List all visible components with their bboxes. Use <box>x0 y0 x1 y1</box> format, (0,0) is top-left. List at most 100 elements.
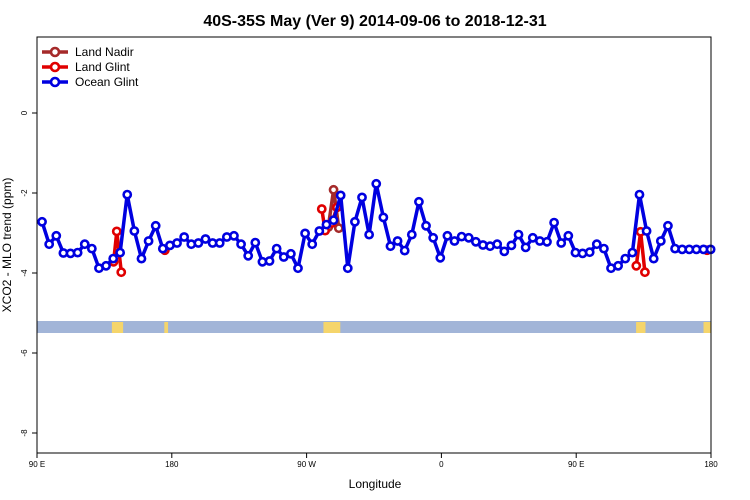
data-point <box>333 223 344 234</box>
data-point <box>627 247 638 258</box>
data-point <box>44 239 55 250</box>
data-point <box>556 238 567 248</box>
y-axis-label: XCO2 - MLO trend (ppm) <box>0 178 14 313</box>
data-point <box>613 260 624 271</box>
x-tick-label: 90 W <box>297 460 316 469</box>
data-point <box>51 230 62 241</box>
data-point <box>549 217 560 228</box>
data-point <box>520 242 531 253</box>
data-point <box>449 236 460 246</box>
legend-item: Ocean Glint <box>42 75 139 89</box>
chart-title: 40S-35S May (Ver 9) 2014-09-06 to 2018-1… <box>203 13 546 30</box>
data-point <box>492 239 503 250</box>
legend-label: Land Nadir <box>75 45 134 59</box>
data-point <box>115 247 126 258</box>
data-point <box>513 229 524 240</box>
data-point <box>200 234 211 244</box>
ocean-band <box>37 321 711 333</box>
data-point <box>172 238 182 248</box>
series-ocean-glint <box>37 178 716 274</box>
data-point <box>328 184 339 195</box>
plot-area <box>37 178 716 278</box>
data-point <box>378 212 389 223</box>
legend-marker <box>49 46 61 58</box>
land-patch <box>164 322 169 333</box>
data-point <box>640 267 650 278</box>
legend-label: Ocean Glint <box>75 75 139 89</box>
x-tick-label: 90 E <box>568 460 584 469</box>
data-point <box>214 238 225 248</box>
data-point <box>79 239 90 250</box>
land-patch <box>323 322 341 333</box>
x-axis-label: Longitude <box>349 477 402 491</box>
data-point <box>648 253 659 264</box>
data-point <box>193 238 204 248</box>
data-point <box>350 216 360 227</box>
y-tick-label: -2 <box>20 189 29 197</box>
data-point <box>307 239 318 250</box>
legend-item: Land Glint <box>42 60 130 74</box>
data-point <box>250 237 261 248</box>
data-point <box>392 236 403 246</box>
data-point <box>385 241 396 252</box>
data-point <box>108 253 119 264</box>
x-tick-label: 0 <box>439 460 444 469</box>
background-band <box>37 321 711 333</box>
data-point <box>399 245 410 256</box>
data-point <box>371 178 382 189</box>
data-point <box>631 260 642 271</box>
data-point <box>72 247 83 258</box>
data-point <box>321 219 332 230</box>
legend-item: Land Nadir <box>42 45 134 59</box>
data-point <box>136 253 147 264</box>
data-point <box>599 243 609 254</box>
data-point <box>122 189 133 200</box>
data-point <box>591 239 602 250</box>
data-point <box>364 229 375 240</box>
data-point <box>641 226 652 236</box>
land-patch <box>703 322 711 333</box>
data-point <box>584 247 595 258</box>
data-point <box>300 228 311 239</box>
data-point <box>414 196 424 207</box>
data-point <box>314 226 325 236</box>
data-point <box>663 220 673 231</box>
data-point <box>229 230 239 241</box>
y-tick-label: -6 <box>20 349 29 357</box>
legend-marker <box>49 76 61 88</box>
data-point <box>243 250 254 261</box>
x-tick-label: 180 <box>165 460 179 469</box>
x-tick-label: 90 E <box>29 460 45 469</box>
data-point <box>285 248 296 259</box>
data-point <box>111 226 122 237</box>
data-point <box>435 252 446 263</box>
data-point <box>342 263 353 274</box>
data-point <box>116 267 127 278</box>
data-point <box>506 240 517 251</box>
data-point <box>316 204 327 214</box>
data-point <box>406 229 417 240</box>
data-point <box>620 253 631 264</box>
data-point <box>563 230 574 241</box>
y-tick-label: -4 <box>20 269 29 277</box>
data-point <box>335 190 346 201</box>
land-patch <box>636 322 646 333</box>
data-point <box>328 215 339 226</box>
data-point <box>150 220 161 231</box>
data-point <box>264 256 275 266</box>
land-patch <box>111 322 124 333</box>
data-point <box>143 236 154 246</box>
data-point <box>236 239 246 250</box>
data-point <box>442 230 453 241</box>
data-point <box>357 192 367 203</box>
axes: 90 E 180 90 W 0 90 E 180 0 -2 -4 -6 -8 <box>20 36 718 469</box>
data-point <box>129 226 140 236</box>
data-point <box>179 232 190 242</box>
y-tick-label: -8 <box>20 429 29 437</box>
data-point <box>421 220 431 231</box>
data-point <box>428 232 439 243</box>
x-tick-label: 180 <box>704 460 718 469</box>
data-point <box>499 246 510 257</box>
